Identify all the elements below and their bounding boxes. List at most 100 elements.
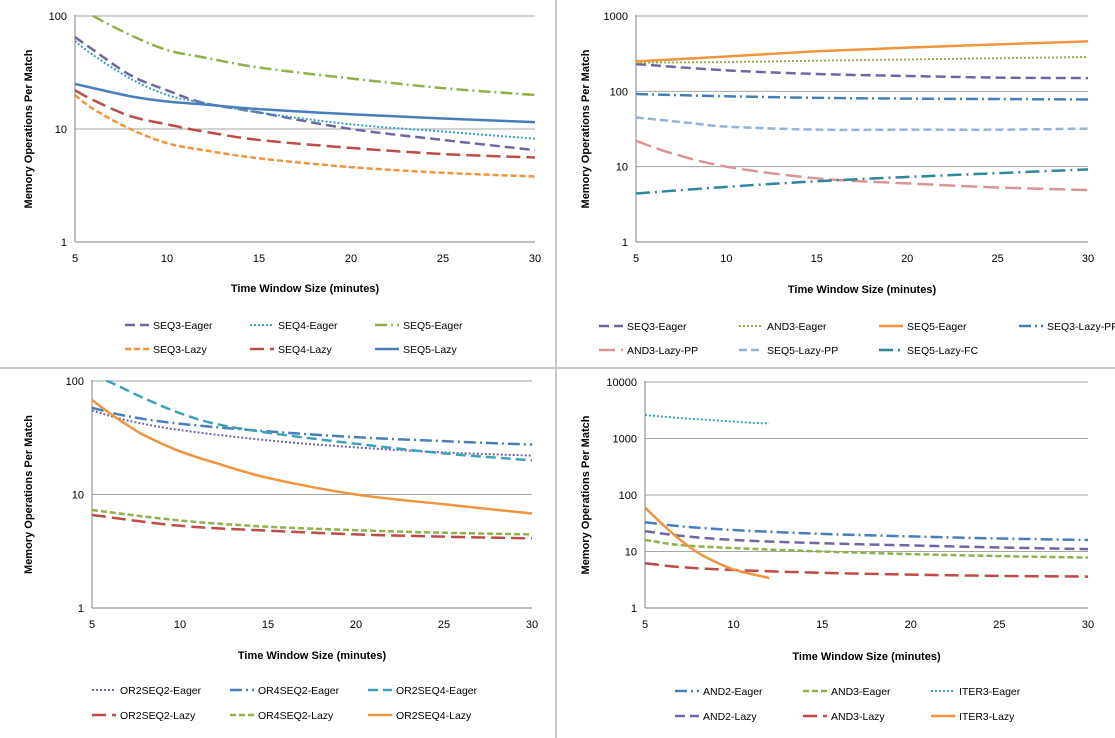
y-axis-label: Memory Operations Per Match [23, 415, 35, 574]
series-line-or2seq2-lazy [92, 513, 532, 540]
x-tick-label: 30 [1082, 253, 1094, 265]
legend-label: OR2SEQ4-Lazy [396, 710, 472, 722]
y-axis-label: Memory Operations Per Match [580, 49, 592, 208]
legend-label: SEQ5-Eager [403, 320, 463, 332]
vertical-divider [555, 0, 557, 738]
legend-label: ITER3-Lazy [959, 711, 1015, 723]
series-line-seq3-lazy-pp [636, 92, 1088, 101]
legend-label: ITER3-Eager [959, 686, 1021, 698]
y-tick-label: 1 [631, 603, 637, 615]
x-tick-label: 15 [816, 619, 828, 631]
x-tick-label: 5 [633, 253, 639, 265]
x-axis-label: Time Window Size (minutes) [792, 651, 941, 663]
legend-label: SEQ4-Eager [278, 320, 338, 332]
horizontal-divider [0, 367, 1115, 369]
legend-label: SEQ4-Lazy [278, 344, 332, 356]
series-line-or2seq2-eager [92, 409, 532, 457]
legend-label: SEQ5-Eager [907, 321, 967, 333]
chart-svg: 1 10 100 5 10 15 20 25 30 Time Window Size (minut… [23, 376, 538, 722]
series-line-iter3-lazy [645, 506, 770, 580]
legend-label: OR2SEQ2-Eager [120, 685, 202, 697]
chart-panel-top-left: 1 10 100 5 10 15 20 25 30 Time Window Size (minut… [0, 0, 555, 367]
y-axis-label: Memory Operations Per Match [580, 415, 592, 574]
x-tick-label: 30 [526, 619, 538, 631]
x-tick-label: 10 [727, 619, 739, 631]
y-tick-label: 1 [78, 603, 84, 615]
x-tick-label: 20 [901, 253, 913, 265]
legend-label: AND2-Eager [703, 686, 763, 698]
series-line-and3-eager [636, 56, 1088, 64]
y-tick-label: 10 [625, 547, 637, 559]
series-line-or4seq2-eager [92, 406, 532, 446]
x-tick-label: 25 [438, 619, 450, 631]
y-tick-label: 100 [610, 86, 628, 98]
y-tick-label: 100 [619, 490, 637, 502]
x-tick-label: 10 [174, 619, 186, 631]
legend-label: OR4SEQ2-Eager [258, 685, 340, 697]
series-line-and3-lazy-pp [636, 139, 1088, 192]
series-line-or2seq4-lazy [92, 399, 532, 515]
x-tick-label: 5 [642, 619, 648, 631]
chart-panel-top-right: 1 10 100 1000 5 10 15 20 25 30 Time Window Size (m… [557, 0, 1115, 367]
x-tick-label: 25 [991, 253, 1003, 265]
x-tick-label: 10 [161, 253, 173, 265]
legend-label: AND3-Eager [831, 686, 891, 698]
y-tick-label: 1 [61, 237, 67, 249]
series-line-or4seq2-lazy [92, 508, 532, 536]
y-tick-label: 10000 [606, 377, 637, 389]
legend-label: OR4SEQ2-Lazy [258, 710, 334, 722]
series-line-and3-eager [645, 538, 1088, 559]
series-line-seq5-eager [636, 40, 1088, 63]
x-tick-label: 5 [89, 619, 95, 631]
legend-label: AND3-Lazy-PP [627, 345, 698, 357]
y-tick-label: 1000 [613, 434, 637, 446]
chart-panel-bottom-right: 1 10 100 1000 10000 5 10 15 20 25 30 Time Window Si… [557, 369, 1112, 736]
series-line-seq3-lazy [75, 93, 535, 178]
series-line-seq3-eager [636, 62, 1088, 80]
chart-svg: 1 10 100 5 10 15 20 25 30 Time Window Size (minut… [23, 11, 541, 356]
series-line-and3-lazy [645, 561, 1088, 578]
x-tick-label: 15 [253, 253, 265, 265]
x-tick-label: 15 [811, 253, 823, 265]
legend-label: OR2SEQ4-Eager [396, 685, 478, 697]
x-tick-label: 25 [993, 619, 1005, 631]
x-axis-label: Time Window Size (minutes) [231, 283, 380, 295]
y-tick-label: 1 [622, 237, 628, 249]
x-tick-label: 10 [720, 253, 732, 265]
legend-label: SEQ5-Lazy [403, 344, 457, 356]
x-tick-label: 25 [437, 253, 449, 265]
y-tick-label: 1000 [604, 11, 628, 23]
x-tick-label: 20 [345, 253, 357, 265]
y-tick-label: 10 [616, 162, 628, 174]
series-line-seq5-lazy-pp [636, 116, 1088, 132]
x-tick-label: 30 [1082, 619, 1094, 631]
legend-label: SEQ5-Lazy-FC [907, 345, 979, 357]
chart-svg: 1 10 100 1000 5 10 15 20 25 30 Time Window Size (m… [580, 11, 1115, 357]
x-axis-label: Time Window Size (minutes) [788, 284, 937, 296]
legend-label: AND3-Lazy [831, 711, 885, 723]
x-tick-label: 20 [905, 619, 917, 631]
y-tick-label: 10 [55, 124, 67, 136]
chart-svg: 1 10 100 1000 10000 5 10 15 20 25 30 Time Window Si… [580, 377, 1094, 723]
series-line-or2seq4-eager [100, 380, 532, 462]
x-tick-label: 20 [350, 619, 362, 631]
legend-label: SEQ5-Lazy-PP [767, 345, 838, 357]
legend-label: OR2SEQ2-Lazy [120, 710, 196, 722]
chart-panel-bottom-left: 1 10 100 5 10 15 20 25 30 Time Window Size (minut… [0, 369, 555, 736]
y-tick-label: 100 [66, 376, 84, 388]
x-tick-label: 15 [262, 619, 274, 631]
legend-label: SEQ3-Lazy-PP [1047, 321, 1115, 333]
series-line-seq5-lazy [75, 82, 535, 124]
y-axis-label: Memory Operations Per Match [23, 49, 35, 208]
legend-label: SEQ3-Eager [627, 321, 687, 333]
legend-label: SEQ3-Eager [153, 320, 213, 332]
legend-label: SEQ3-Lazy [153, 344, 207, 356]
x-tick-label: 30 [529, 253, 541, 265]
x-tick-label: 5 [72, 253, 78, 265]
series-line-and2-lazy [645, 529, 1088, 551]
series-line-seq5-lazy-fc [636, 168, 1088, 195]
series-line-and2-eager [645, 520, 1088, 542]
series-line-seq5-eager [89, 15, 535, 97]
y-tick-label: 10 [72, 490, 84, 502]
y-tick-label: 100 [49, 11, 67, 23]
